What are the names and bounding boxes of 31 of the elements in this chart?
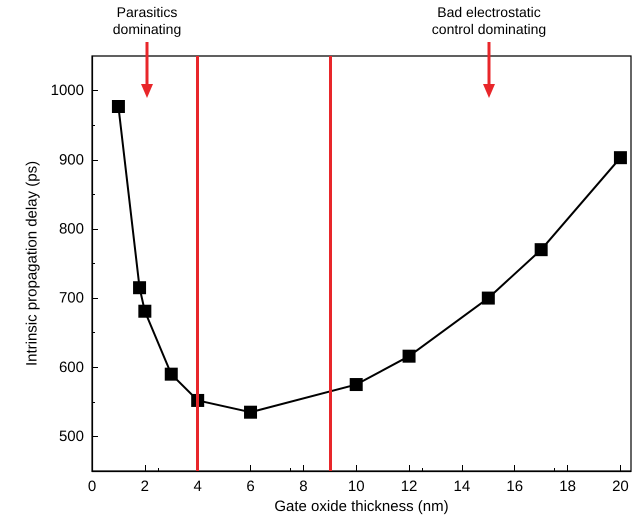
y-tick-label: 800 [58, 220, 84, 238]
y-tick-label: 1000 [50, 82, 84, 100]
point [614, 151, 627, 164]
x-tick-label: 12 [400, 478, 418, 495]
y-axis-title: Intrinsic propagation delay (ps) [24, 160, 41, 366]
x-tick-label: 20 [612, 478, 629, 495]
x-tick-label: 2 [140, 478, 150, 495]
x-tick-label: 4 [194, 478, 202, 495]
x-tick-label: 0 [88, 478, 96, 495]
point [402, 350, 416, 363]
y-tick-label: 600 [58, 358, 84, 376]
text: Parasitics dominating [112, 4, 182, 38]
x-tick-label: 14 [454, 478, 470, 495]
x-tick-label: 6 [246, 478, 255, 495]
point [133, 281, 146, 294]
point [244, 406, 258, 419]
point [138, 304, 152, 318]
point [482, 292, 495, 305]
y-tick-label: 700 [58, 290, 84, 307]
y-tick-label: 900 [58, 151, 84, 168]
x-tick-label: 10 [348, 478, 365, 495]
x-tick-label: 18 [559, 478, 576, 495]
point [164, 368, 178, 381]
point [112, 100, 125, 113]
x-axis-title: Gate oxide thickness (nm) [274, 498, 449, 515]
text: Bad electrostatic control dominating [432, 4, 546, 38]
point [350, 378, 363, 392]
y-tick-label: 500 [58, 428, 84, 445]
x-tick-label: 16 [506, 478, 524, 495]
point [534, 243, 548, 256]
x-tick-label: 8 [299, 478, 308, 495]
